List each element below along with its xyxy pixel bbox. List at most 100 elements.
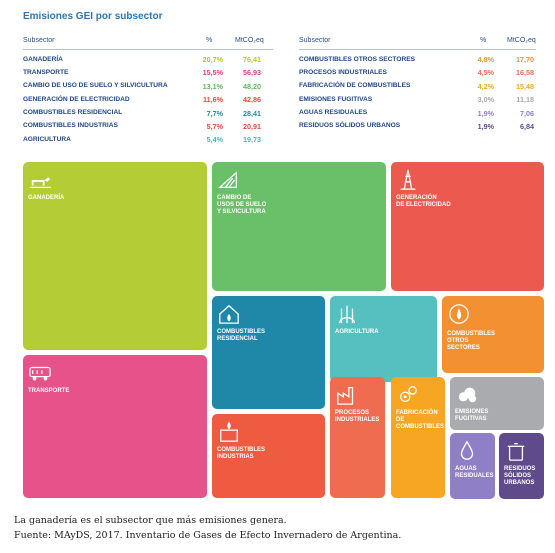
subsector-name: COMBUSTIBLES OTROS SECTORES	[299, 55, 416, 63]
table-left: Subsector % MtCO₂eq GANADERÍA 20,7% 76,41 T…	[23, 37, 273, 147]
table-row: GANADERÍA 20,7% 76,41	[23, 53, 273, 66]
caption-line-2: Fuente: MAyDS, 2017. Inventario de Gases…	[14, 530, 402, 541]
subsector-value: 76,41	[243, 55, 261, 64]
header-pct: %	[206, 37, 213, 44]
subsector-name: FABRICACIÓN DE COMBUSTIBLES	[299, 82, 411, 90]
treemap-tile: COMBUSTIBLES RESIDENCIAL	[212, 296, 325, 409]
treemap-tile: TRANSPORTE	[23, 355, 207, 498]
header-value: MtCO₂eq	[235, 37, 264, 44]
chart-title: Emisiones GEI por subsector	[23, 11, 163, 22]
subsector-name: TRANSPORTE	[23, 68, 69, 76]
subsector-percent: 3,0%	[477, 95, 494, 105]
subsector-percent: 4,8%	[477, 55, 494, 64]
table-header: Subsector % MtCO₂eq	[299, 37, 536, 50]
subsector-value: 19,73	[243, 135, 261, 145]
tile-label: EMISIONES FUGITIVAS	[455, 409, 489, 422]
subsector-name: EMISIONES FUGITIVAS	[299, 95, 373, 103]
tile-label: GANADERÍA	[28, 195, 65, 201]
treemap-tile: FABRICACIÓN DE COMBUSTIBLES	[391, 377, 445, 498]
subsector-value: 48,20	[243, 81, 261, 91]
subsector-percent: 13,1%	[202, 81, 223, 91]
table-row: COMBUSTIBLES RESIDENCIAL 7,7% 28,41	[23, 107, 273, 120]
treemap-tile: CAMBIO DE USOS DE SUELO Y SILVICULTURA	[212, 162, 386, 291]
table-row: RESIDUOS SÓLIDOS URBANOS 1,9% 6,84	[299, 120, 536, 133]
power-tower-icon	[400, 169, 416, 190]
subsector-name: PROCESOS INDUSTRIALES	[299, 68, 387, 76]
subsector-value: 56,93	[243, 68, 261, 78]
tile-label: CAMBIO DE USOS DE SUELO Y SILVICULTURA	[217, 195, 267, 215]
subsector-name: GANADERÍA	[23, 55, 63, 63]
forest-icon	[218, 171, 237, 188]
subsector-value: 15,48	[516, 81, 534, 91]
tile-label: COMBUSTIBLES OTROS SECTORES	[447, 331, 495, 351]
subsector-name: CAMBIO DE USO DE SUELO Y SILVICULTURA	[23, 82, 168, 90]
treemap-tile: AGRICULTURA	[330, 296, 437, 382]
table-header: Subsector % MtCO₂eq	[23, 37, 273, 50]
table-row: CAMBIO DE USO DE SUELO Y SILVICULTURA 13,…	[23, 80, 273, 93]
treemap-tile: EMISIONES FUGITIVAS	[450, 377, 544, 430]
subsector-name: COMBUSTIBLES RESIDENCIAL	[23, 109, 123, 117]
subsector-name: AGUAS RESIDUALES	[299, 109, 368, 117]
table-row: GENERACIÓN DE ELECTRICIDAD 11,6% 42,86	[23, 93, 273, 106]
subsector-name: AGRICULTURA	[23, 135, 71, 143]
table-row: EMISIONES FUGITIVAS 3,0% 11,18	[299, 93, 536, 106]
subsector-name: RESIDUOS SÓLIDOS URBANOS	[299, 122, 401, 130]
tile-label: FABRICACIÓN DE COMBUSTIBLES	[396, 410, 444, 430]
fuel-icon	[449, 304, 469, 324]
header-subsector: Subsector	[299, 37, 331, 44]
subsector-value: 16,58	[516, 68, 534, 78]
table-row: AGRICULTURA 5,4% 19,73	[23, 133, 273, 146]
treemap-tile: COMBUSTIBLES INDUSTRIAS	[212, 414, 325, 498]
table-row: FABRICACIÓN DE COMBUSTIBLES 4,2% 15,48	[299, 80, 536, 93]
table-row: AGUAS RESIDUALES 1,9% 7,06	[299, 107, 536, 120]
subsector-value: 6,84	[520, 121, 534, 131]
house-flame-icon	[219, 304, 239, 324]
factory-icon	[337, 387, 354, 405]
subsector-percent: 5,7%	[206, 121, 223, 131]
trash-icon	[507, 443, 525, 461]
tile-label: TRANSPORTE	[28, 388, 70, 394]
table-right: Subsector % MtCO₂eq COMBUSTIBLES OTROS S…	[299, 37, 536, 133]
tile-label: AGRICULTURA	[335, 329, 379, 335]
factory-flame-icon	[220, 421, 238, 442]
subsector-percent: 4,5%	[477, 68, 494, 78]
truck-icon	[29, 366, 51, 381]
treemap-tile: PROCESOS INDUSTRIALES	[330, 377, 385, 498]
subsector-value: 7,06	[520, 108, 534, 118]
caption-line-1: La ganadería es el subsector que más emi…	[14, 515, 287, 526]
subsector-percent: 1,9%	[477, 108, 494, 118]
gears-icon	[400, 386, 417, 403]
subsector-percent: 7,7%	[206, 108, 223, 118]
header-subsector: Subsector	[23, 37, 55, 44]
subsector-value: 20,91	[243, 121, 261, 131]
subsector-percent: 20,7%	[202, 55, 223, 64]
drop-icon	[460, 440, 474, 460]
subsector-percent: 1,9%	[477, 121, 494, 131]
treemap-tile: GENERACIÓN DE ELECTRICIDAD	[391, 162, 544, 291]
treemap-tile: COMBUSTIBLES OTROS SECTORES	[442, 296, 544, 373]
treemap-tile: GANADERÍA	[23, 162, 207, 350]
header-pct: %	[480, 37, 487, 44]
treemap-tile: AGUAS RESIDUALES	[450, 433, 495, 499]
subsector-percent: 15,5%	[202, 68, 223, 78]
subsector-name: COMBUSTIBLES INDUSTRIAS	[23, 122, 118, 130]
cloud-icon	[458, 387, 477, 403]
tile-label: GENERACIÓN DE ELECTRICIDAD	[396, 195, 451, 208]
tile-label: AGUAS RESIDUALES	[455, 466, 494, 479]
tile-label: COMBUSTIBLES RESIDENCIAL	[217, 329, 265, 342]
subsector-percent: 11,6%	[203, 95, 223, 105]
subsector-percent: 4,2%	[477, 81, 494, 91]
tile-label: COMBUSTIBLES INDUSTRIAS	[217, 447, 265, 460]
table-row: COMBUSTIBLES INDUSTRIAS 5,7% 20,91	[23, 120, 273, 133]
subsector-value: 28,41	[243, 108, 261, 118]
tile-label: RESIDUOS SÓLIDOS URBANOS	[504, 466, 536, 486]
subsector-percent: 5,4%	[206, 135, 223, 145]
subsector-name: GENERACIÓN DE ELECTRICIDAD	[23, 95, 130, 103]
table-row: PROCESOS INDUSTRIALES 4,5% 16,58	[299, 66, 536, 79]
subsector-value: 11,18	[516, 95, 534, 105]
wheat-icon	[339, 305, 355, 324]
header-value: MtCO₂eq	[507, 37, 536, 44]
table-row: TRANSPORTE 15,5% 56,93	[23, 66, 273, 79]
treemap-tile: RESIDUOS SÓLIDOS URBANOS	[499, 433, 544, 499]
